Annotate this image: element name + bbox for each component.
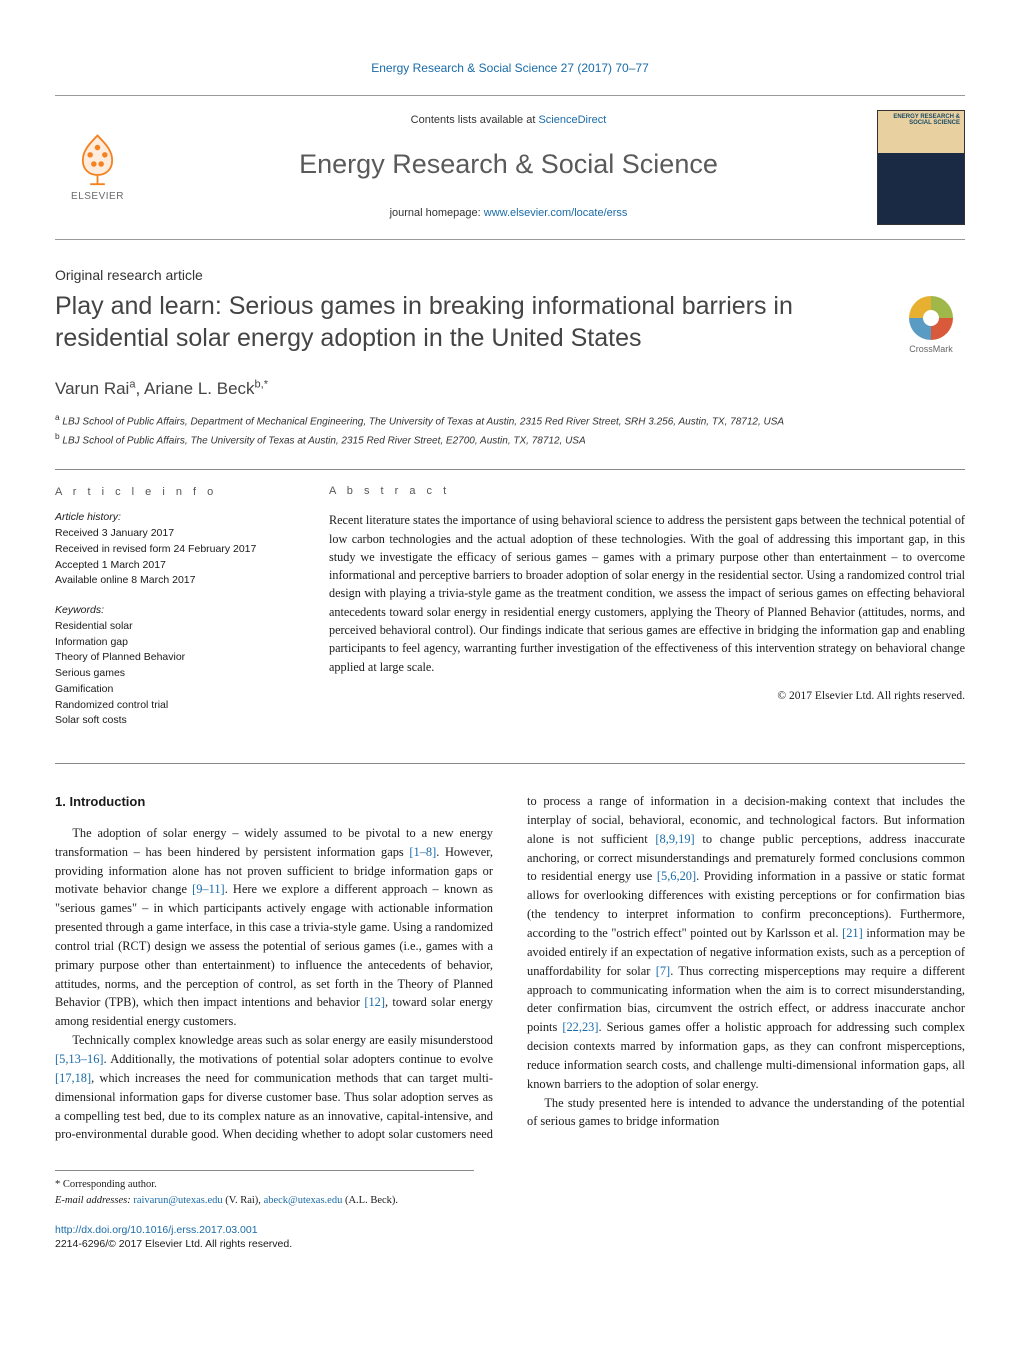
keywords-label: Keywords: bbox=[55, 603, 285, 619]
author-email-link[interactable]: raivarun@utexas.edu bbox=[133, 1195, 222, 1206]
article-info-heading: a r t i c l e i n f o bbox=[55, 484, 285, 501]
article-type: Original research article bbox=[55, 266, 965, 286]
affiliations: a LBJ School of Public Affairs, Departme… bbox=[55, 411, 965, 449]
citation[interactable]: [8,9,19] bbox=[655, 832, 694, 846]
email-label: E-mail addresses: bbox=[55, 1195, 133, 1206]
body-columns: 1. Introduction The adoption of solar en… bbox=[55, 792, 965, 1144]
doi-link[interactable]: http://dx.doi.org/10.1016/j.erss.2017.03… bbox=[55, 1224, 258, 1236]
section-heading: 1. Introduction bbox=[55, 792, 493, 812]
history-label: Article history: bbox=[55, 510, 285, 526]
article-info-col: a r t i c l e i n f o Article history: R… bbox=[55, 484, 285, 743]
body-paragraph: The study presented here is intended to … bbox=[527, 1094, 965, 1132]
publisher-wordmark: ELSEVIER bbox=[71, 190, 124, 204]
cover-top: ENERGY RESEARCH & SOCIAL SCIENCE bbox=[878, 111, 964, 153]
page-root: Energy Research & Social Science 27 (201… bbox=[0, 0, 1020, 1292]
history-line: Accepted 1 March 2017 bbox=[55, 558, 285, 574]
abstract-heading: a b s t r a c t bbox=[329, 484, 965, 499]
citation[interactable]: [22,23] bbox=[562, 1020, 598, 1034]
contents-line: Contents lists available at ScienceDirec… bbox=[150, 113, 867, 128]
affiliation-a: LBJ School of Public Affairs, Department… bbox=[62, 417, 784, 428]
citation[interactable]: [5,13–16] bbox=[55, 1052, 104, 1066]
journal-homepage-line: journal homepage: www.elsevier.com/locat… bbox=[150, 206, 867, 221]
crossmark-icon bbox=[909, 296, 953, 340]
citation[interactable]: [17,18] bbox=[55, 1071, 91, 1085]
keyword: Gamification bbox=[55, 682, 285, 698]
contents-prefix: Contents lists available at bbox=[411, 114, 539, 126]
journal-reference: Energy Research & Social Science 27 (201… bbox=[55, 60, 965, 77]
keyword: Residential solar bbox=[55, 619, 285, 635]
citation[interactable]: [1–8] bbox=[409, 845, 436, 859]
history-line: Available online 8 March 2017 bbox=[55, 573, 285, 589]
elsevier-tree-icon bbox=[70, 131, 125, 186]
keyword: Serious games bbox=[55, 666, 285, 682]
rule-bottom bbox=[55, 763, 965, 764]
title-row: Play and learn: Serious games in breakin… bbox=[55, 291, 965, 359]
citation[interactable]: [9–11] bbox=[192, 882, 225, 896]
crossmark-label: CrossMark bbox=[909, 343, 953, 356]
masthead: ELSEVIER Contents lists available at Sci… bbox=[55, 95, 965, 240]
history-line: Received 3 January 2017 bbox=[55, 526, 285, 542]
doi-block: http://dx.doi.org/10.1016/j.erss.2017.03… bbox=[55, 1223, 965, 1252]
citation[interactable]: [7] bbox=[656, 964, 670, 978]
journal-homepage-link[interactable]: www.elsevier.com/locate/erss bbox=[484, 207, 628, 219]
publisher-logo-block: ELSEVIER bbox=[55, 131, 140, 204]
cover-title: ENERGY RESEARCH & SOCIAL SCIENCE bbox=[882, 114, 960, 127]
section-number: 1. bbox=[55, 794, 66, 809]
citation[interactable]: [5,6,20] bbox=[657, 869, 696, 883]
rule-top bbox=[55, 469, 965, 470]
journal-cover-thumb: ENERGY RESEARCH & SOCIAL SCIENCE bbox=[877, 110, 965, 225]
footnotes: * Corresponding author. E-mail addresses… bbox=[55, 1170, 474, 1209]
abstract-col: a b s t r a c t Recent literature states… bbox=[329, 484, 965, 743]
author-email-link[interactable]: abeck@utexas.edu bbox=[264, 1195, 343, 1206]
homepage-prefix: journal homepage: bbox=[390, 207, 484, 219]
keyword: Randomized control trial bbox=[55, 698, 285, 714]
affiliation-b: LBJ School of Public Affairs, The Univer… bbox=[62, 435, 585, 446]
citation[interactable]: [12] bbox=[364, 995, 385, 1009]
abstract-body: Recent literature states the importance … bbox=[329, 511, 965, 676]
sciencedirect-link[interactable]: ScienceDirect bbox=[538, 114, 606, 126]
keyword: Information gap bbox=[55, 635, 285, 651]
crossmark-badge[interactable]: CrossMark bbox=[897, 291, 965, 359]
masthead-center: Contents lists available at ScienceDirec… bbox=[140, 113, 877, 222]
citation[interactable]: [21] bbox=[842, 926, 863, 940]
history-block: Article history: Received 3 January 2017… bbox=[55, 510, 285, 589]
body-paragraph: The adoption of solar energy – widely as… bbox=[55, 824, 493, 1031]
authors: Varun Raia, Ariane L. Beckb,* bbox=[55, 377, 965, 401]
section-title: Introduction bbox=[69, 794, 145, 809]
history-line: Received in revised form 24 February 201… bbox=[55, 542, 285, 558]
email-addresses: E-mail addresses: raivarun@utexas.edu (V… bbox=[55, 1193, 474, 1209]
corresponding-author: * Corresponding author. bbox=[55, 1177, 474, 1193]
article-title: Play and learn: Serious games in breakin… bbox=[55, 291, 877, 354]
abstract-copyright: © 2017 Elsevier Ltd. All rights reserved… bbox=[329, 688, 965, 704]
issn-line: 2214-6296/© 2017 Elsevier Ltd. All right… bbox=[55, 1238, 292, 1250]
info-abstract-row: a r t i c l e i n f o Article history: R… bbox=[55, 484, 965, 743]
cover-bottom bbox=[878, 153, 964, 224]
keywords-block: Keywords: Residential solar Information … bbox=[55, 603, 285, 729]
journal-title: Energy Research & Social Science bbox=[150, 146, 867, 184]
keyword: Theory of Planned Behavior bbox=[55, 650, 285, 666]
keyword: Solar soft costs bbox=[55, 713, 285, 729]
